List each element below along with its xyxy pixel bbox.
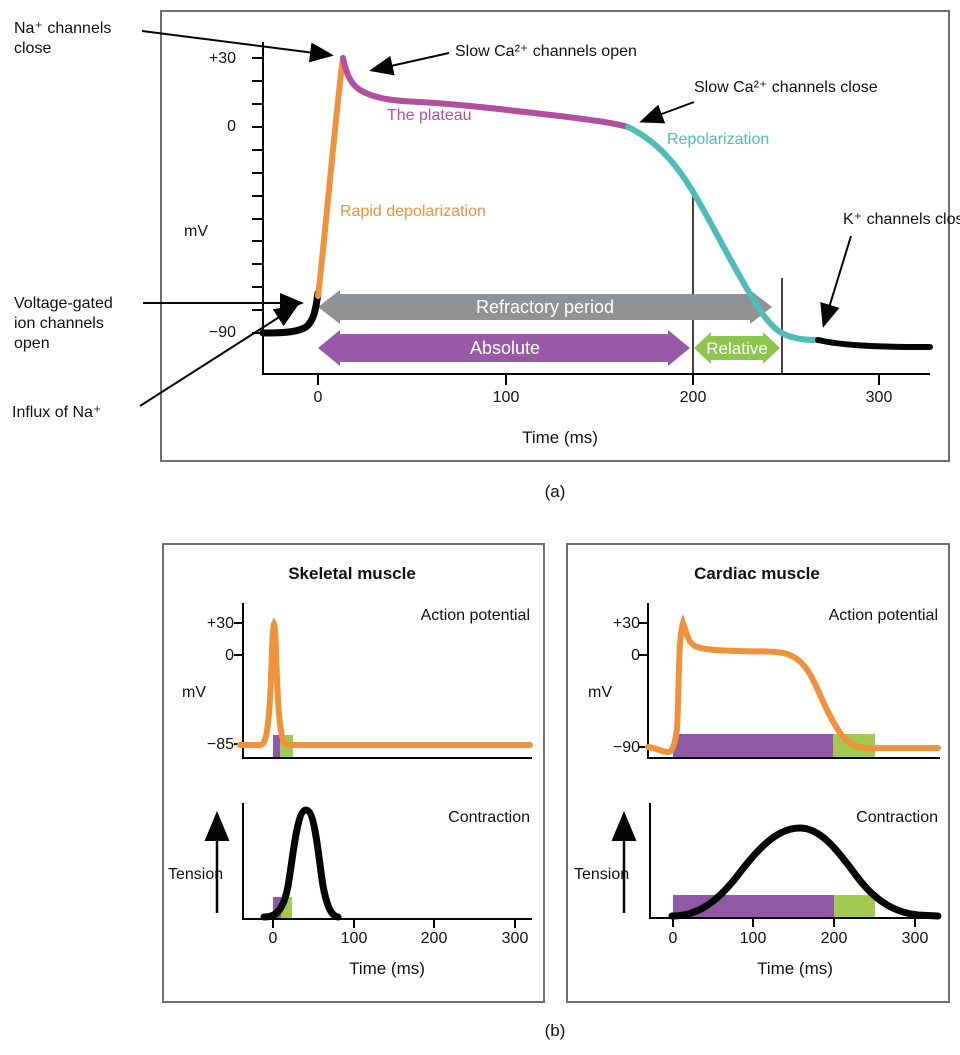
cardiac-ap-y-axis-label: mV [588, 684, 612, 701]
skeletal-x-axis-label: Time (ms) [349, 959, 425, 978]
influx-arrow [139, 304, 299, 407]
skeletal-xtick-200: 200 [420, 930, 448, 947]
skeletal-contraction-x-ticks [272, 919, 516, 928]
cardiac-ap-curve [645, 613, 941, 756]
panel-a-ytick-0: 0 [227, 118, 236, 135]
panel-a-xtick-100: 100 [492, 389, 520, 406]
skeletal-ap-absolute-bar [273, 735, 280, 758]
cardiac-x-axis-label: Time (ms) [757, 959, 833, 978]
resting-potential-curve [259, 289, 322, 337]
relative-label: Relative [706, 339, 768, 358]
repolarization-label: Repolarization [667, 131, 770, 148]
panel-a-y-ticks [252, 57, 263, 334]
absolute-label: Absolute [469, 338, 541, 358]
ca-close-label: Slow Ca²⁺ channels close [694, 79, 878, 96]
cardiac-tension-label: Tension [574, 866, 630, 883]
skeletal-contraction-relative-bar [281, 897, 292, 919]
skeletal-ap-y-axis-label: mV [182, 684, 206, 701]
skeletal-ytick-0: 0 [225, 647, 234, 664]
panel-a-xtick-0: 0 [313, 389, 323, 406]
voltage-gated-label: Voltage-gated ion channels open [14, 295, 113, 352]
panel-a-y-axis-label: mV [184, 223, 208, 240]
panel-b-cardiac-border [566, 543, 950, 1003]
skeletal-title: Skeletal muscle [288, 564, 416, 583]
cardiac-title: Cardiac muscle [694, 564, 820, 583]
panel-a-ytick-minus90: −90 [208, 324, 236, 341]
skeletal-ap-label: Action potential [420, 607, 530, 624]
cardiac-contraction-x-ticks [672, 918, 916, 927]
repolarization-curve [625, 124, 821, 343]
cardiac-xtick-200: 200 [820, 930, 848, 947]
k-close-label: K⁺ channels close [843, 211, 960, 228]
panel-a-ytick-plus30: +30 [208, 50, 236, 67]
skeletal-tension-label: Tension [168, 866, 224, 883]
panel-a-xtick-200: 200 [679, 389, 707, 406]
influx-label: Influx of Na⁺ [12, 404, 102, 421]
panel-b-skeletal-border [162, 543, 545, 1003]
skeletal-ytick-minus85: −85 [206, 736, 234, 753]
panel-a-x-axis-label: Time (ms) [522, 428, 598, 447]
cardiac-ytick-minus90: −90 [612, 739, 640, 756]
plateau-label: The plateau [387, 107, 472, 124]
skeletal-ap-y-ticks [234, 622, 243, 745]
cardiac-ap-label: Action potential [828, 607, 938, 624]
na-close-label: Na⁺ channels close [14, 20, 112, 57]
cardiac-xtick-100: 100 [739, 930, 767, 947]
panel-a-annotation-arrows [139, 30, 852, 407]
panel-b-caption: (b) [544, 1021, 566, 1040]
rapid-depolarization-curve [315, 55, 346, 299]
skeletal-ytick-plus30: +30 [206, 615, 234, 632]
final-resting-curve [815, 337, 933, 350]
skeletal-xtick-0: 0 [268, 930, 278, 947]
cardiac-contraction-label: Contraction [856, 809, 938, 826]
skeletal-ap-curve [237, 617, 533, 748]
cardiac-xtick-300: 300 [901, 930, 929, 947]
skeletal-twitch-curve [260, 806, 342, 921]
ca-close-arrow [639, 101, 695, 124]
plateau-curve [340, 55, 631, 130]
cardiac-ytick-plus30: +30 [612, 615, 640, 632]
panel-a-x-ticks [317, 374, 880, 385]
k-close-arrow [820, 235, 852, 328]
rapid-depolarization-label: Rapid depolarization [340, 203, 486, 220]
panel-a-xtick-300: 300 [865, 389, 893, 406]
refractory-period-band-arrow [318, 290, 772, 324]
skeletal-xtick-100: 100 [340, 930, 368, 947]
ca-open-arrow [369, 52, 450, 76]
panel-a-border [160, 10, 950, 462]
cardiac-ytick-0: 0 [631, 647, 640, 664]
ca-open-label: Slow Ca²⁺ channels open [455, 43, 637, 60]
skeletal-xtick-300: 300 [501, 930, 529, 947]
na-close-arrow [141, 30, 334, 63]
cardiac-twitch-curve [668, 824, 942, 920]
cardiac-ap-y-ticks [639, 622, 648, 748]
skeletal-contraction-label: Contraction [448, 809, 530, 826]
cardiac-ap-absolute-bar [673, 734, 833, 757]
relative-refractory-band-arrow [694, 332, 780, 364]
panel-a-caption: (a) [544, 482, 566, 501]
absolute-refractory-band-arrow [318, 330, 690, 366]
refractory-period-label: Refractory period [475, 297, 615, 317]
cardiac-contraction-relative-bar [834, 895, 875, 917]
cardiac-xtick-0: 0 [668, 930, 678, 947]
